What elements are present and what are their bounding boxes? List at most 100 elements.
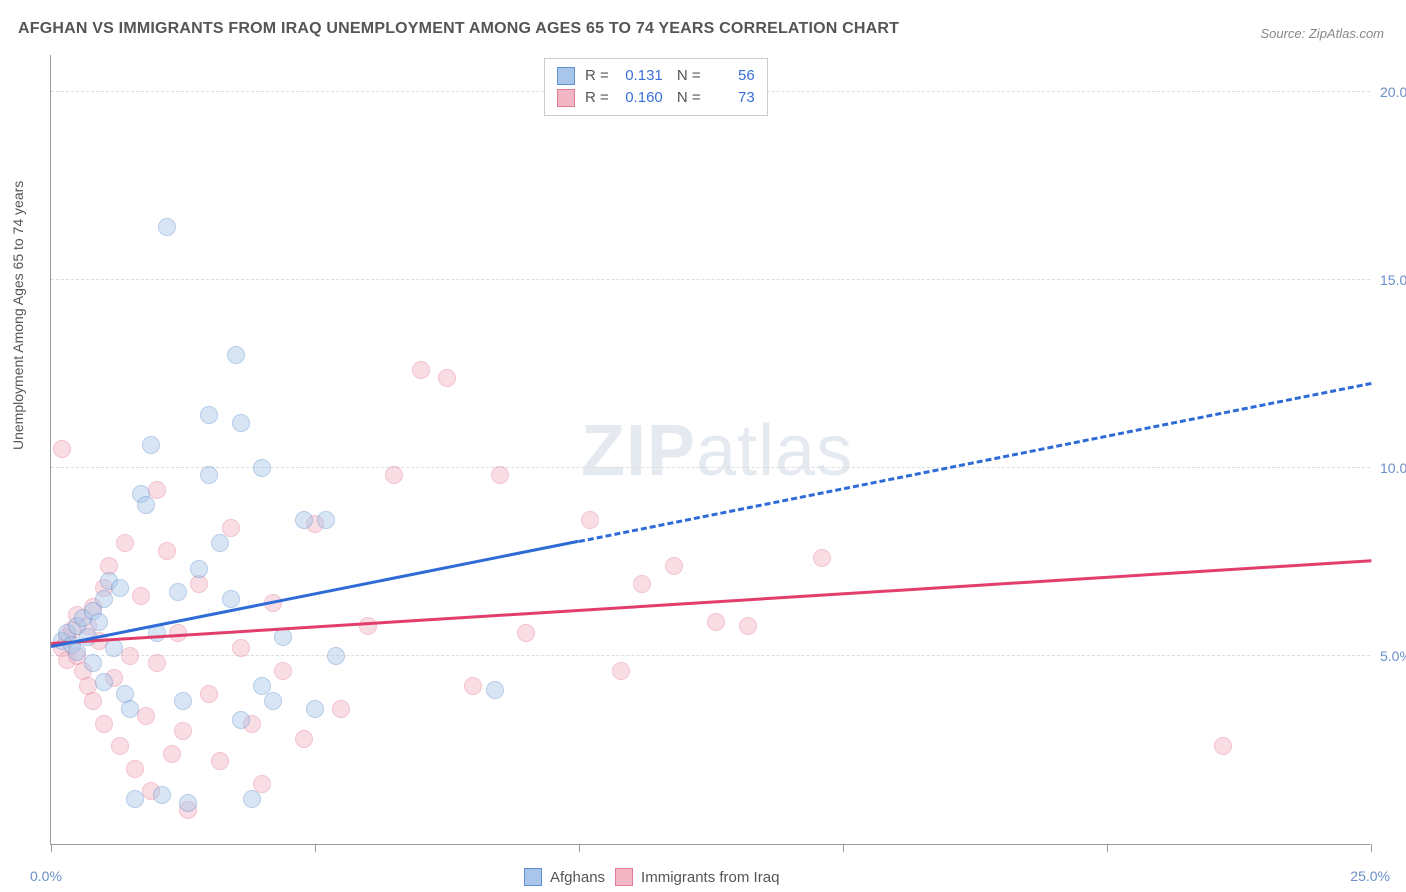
- data-point-iraq: [665, 557, 683, 575]
- x-tick: [1371, 844, 1372, 852]
- data-point-afghan: [90, 613, 108, 631]
- plot-area: ZIPatlas 5.0%10.0%15.0%20.0%: [50, 55, 1370, 845]
- r-label: R =: [585, 65, 609, 87]
- data-point-iraq: [132, 587, 150, 605]
- data-point-afghan: [84, 654, 102, 672]
- data-point-iraq: [412, 361, 430, 379]
- data-point-iraq: [148, 654, 166, 672]
- data-point-afghan: [222, 590, 240, 608]
- n-label: N =: [673, 87, 701, 109]
- data-point-iraq: [116, 534, 134, 552]
- data-point-iraq: [581, 511, 599, 529]
- data-point-iraq: [95, 715, 113, 733]
- data-point-afghan: [179, 794, 197, 812]
- data-point-afghan: [126, 790, 144, 808]
- data-point-iraq: [359, 617, 377, 635]
- data-point-afghan: [232, 711, 250, 729]
- data-point-iraq: [53, 440, 71, 458]
- swatch-iraq: [557, 89, 575, 107]
- legend-stats-row-afghan: R = 0.131 N = 56: [557, 65, 755, 87]
- data-point-afghan: [232, 414, 250, 432]
- watermark: ZIPatlas: [581, 410, 853, 492]
- swatch-afghan: [557, 67, 575, 85]
- data-point-iraq: [517, 624, 535, 642]
- data-point-iraq: [274, 662, 292, 680]
- data-point-afghan: [95, 673, 113, 691]
- data-point-iraq: [163, 745, 181, 763]
- x-tick: [51, 844, 52, 852]
- data-point-iraq: [137, 707, 155, 725]
- r-value-iraq: 0.160: [615, 87, 663, 109]
- y-axis-label: Unemployment Among Ages 65 to 74 years: [10, 181, 26, 450]
- trendline-afghan-solid: [51, 540, 580, 648]
- data-point-iraq: [158, 542, 176, 560]
- data-point-afghan: [158, 218, 176, 236]
- data-point-iraq: [633, 575, 651, 593]
- data-point-afghan: [105, 639, 123, 657]
- data-point-afghan: [121, 700, 139, 718]
- data-point-iraq: [211, 752, 229, 770]
- x-axis-min-label: 0.0%: [30, 868, 62, 884]
- data-point-afghan: [200, 406, 218, 424]
- source-attribution: Source: ZipAtlas.com: [1260, 26, 1384, 41]
- data-point-iraq: [464, 677, 482, 695]
- data-point-iraq: [111, 737, 129, 755]
- data-point-afghan: [317, 511, 335, 529]
- data-point-afghan: [137, 496, 155, 514]
- data-point-iraq: [438, 369, 456, 387]
- legend-bottom: Afghans Immigrants from Iraq: [524, 868, 779, 886]
- gridline: [51, 655, 1370, 656]
- data-point-iraq: [707, 613, 725, 631]
- x-axis-max-label: 25.0%: [1350, 868, 1390, 884]
- data-point-afghan: [68, 643, 86, 661]
- data-point-iraq: [174, 722, 192, 740]
- watermark-bold: ZIP: [581, 411, 696, 491]
- swatch-afghan: [524, 868, 542, 886]
- data-point-iraq: [385, 466, 403, 484]
- data-point-afghan: [174, 692, 192, 710]
- r-value-afghan: 0.131: [615, 65, 663, 87]
- data-point-afghan: [142, 436, 160, 454]
- data-point-afghan: [295, 511, 313, 529]
- data-point-iraq: [491, 466, 509, 484]
- trendline-iraq: [51, 559, 1371, 645]
- legend-item-afghan: Afghans: [524, 868, 605, 886]
- y-tick-label: 15.0%: [1380, 272, 1406, 288]
- watermark-rest: atlas: [696, 411, 853, 491]
- y-tick-label: 10.0%: [1380, 460, 1406, 476]
- data-point-afghan: [327, 647, 345, 665]
- data-point-afghan: [243, 790, 261, 808]
- x-tick: [1107, 844, 1108, 852]
- y-tick-label: 20.0%: [1380, 84, 1406, 100]
- n-value-iraq: 73: [707, 87, 755, 109]
- data-point-iraq: [813, 549, 831, 567]
- gridline: [51, 279, 1370, 280]
- legend-stats-box: R = 0.131 N = 56 R = 0.160 N = 73: [544, 58, 768, 116]
- data-point-afghan: [264, 692, 282, 710]
- swatch-iraq: [615, 868, 633, 886]
- data-point-afghan: [95, 590, 113, 608]
- legend-stats-row-iraq: R = 0.160 N = 73: [557, 87, 755, 109]
- data-point-iraq: [200, 685, 218, 703]
- gridline: [51, 467, 1370, 468]
- data-point-afghan: [253, 459, 271, 477]
- data-point-iraq: [232, 639, 250, 657]
- trendline-afghan-dashed: [579, 382, 1372, 543]
- x-tick: [579, 844, 580, 852]
- data-point-afghan: [200, 466, 218, 484]
- data-point-afghan: [211, 534, 229, 552]
- chart-title: AFGHAN VS IMMIGRANTS FROM IRAQ UNEMPLOYM…: [18, 20, 899, 38]
- legend-label-afghan: Afghans: [550, 869, 605, 886]
- x-tick: [315, 844, 316, 852]
- data-point-iraq: [84, 692, 102, 710]
- x-tick: [843, 844, 844, 852]
- data-point-iraq: [126, 760, 144, 778]
- legend-item-iraq: Immigrants from Iraq: [615, 868, 779, 886]
- data-point-afghan: [190, 560, 208, 578]
- n-label: N =: [673, 65, 701, 87]
- data-point-afghan: [169, 583, 187, 601]
- data-point-afghan: [111, 579, 129, 597]
- data-point-afghan: [227, 346, 245, 364]
- data-point-afghan: [153, 786, 171, 804]
- n-value-afghan: 56: [707, 65, 755, 87]
